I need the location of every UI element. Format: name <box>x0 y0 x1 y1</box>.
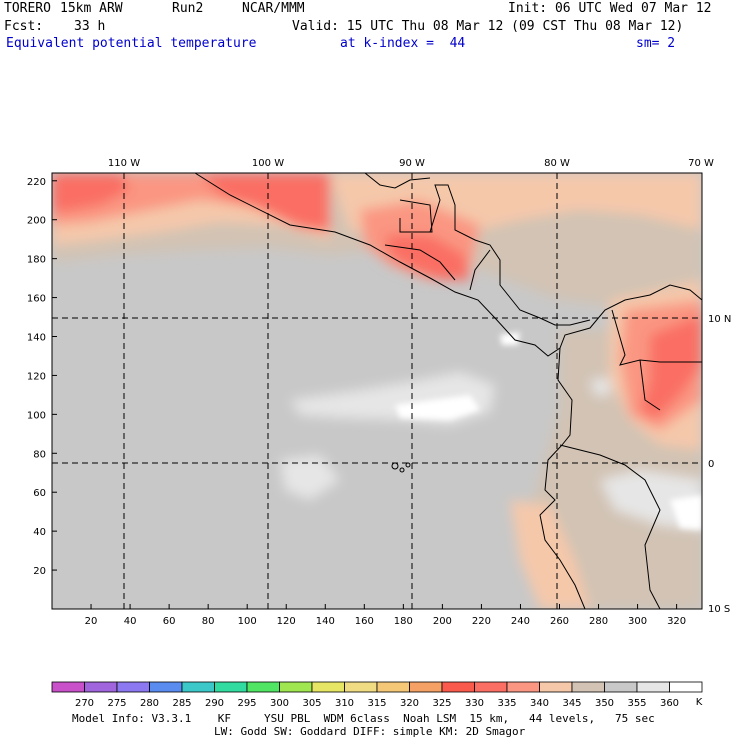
x-tick-label: 240 <box>511 616 530 627</box>
forecast-label: Fcst: <box>4 19 44 34</box>
physics-info: LW: Godd SW: Goddard DIFF: simple KM: 2D… <box>214 725 526 738</box>
x-tick-label: 20 <box>85 616 98 627</box>
y-tick-label: 40 <box>33 527 46 538</box>
colorbar-swatch <box>149 681 183 693</box>
colorbar-swatch <box>539 681 573 693</box>
colorbar-label: 270 <box>75 698 94 709</box>
model-org: NCAR/MMM <box>242 1 305 16</box>
colorbar-unit: K <box>696 697 703 708</box>
x-tick-label: 280 <box>589 616 608 627</box>
lon-label-110w: 110 W <box>108 158 140 169</box>
colorbar-label: 280 <box>140 698 159 709</box>
colorbar-label: 325 <box>432 698 451 709</box>
colorbar-label: 340 <box>530 698 549 709</box>
colorbar-label: 285 <box>172 698 191 709</box>
forecast-hour: 33 h <box>74 19 106 34</box>
lat-label-10n: 10 N <box>708 314 731 325</box>
plot-frame <box>51 172 703 610</box>
colorbar-label: 330 <box>465 698 484 709</box>
colorbar-label: 290 <box>205 698 224 709</box>
colorbar-label: 295 <box>237 698 256 709</box>
colorbar-swatch <box>181 681 215 693</box>
lon-label-90w: 90 W <box>399 158 425 169</box>
x-tick-label: 200 <box>433 616 452 627</box>
colorbar-swatch <box>344 681 378 693</box>
colorbar-label: 300 <box>270 698 289 709</box>
colorbar-swatch <box>246 681 280 693</box>
colorbar-label: 360 <box>660 698 679 709</box>
colorbar: 270 275 280 285 290 295 300 305 310 315 320 325 330 3… <box>51 681 703 709</box>
colorbar-swatch <box>214 681 248 693</box>
x-tick-label: 120 <box>277 616 296 627</box>
lon-label-80w: 80 W <box>544 158 570 169</box>
colorbar-swatch <box>571 681 605 693</box>
colorbar-swatch <box>441 681 475 693</box>
colorbar-label: 355 <box>627 698 646 709</box>
colorbar-label: 310 <box>335 698 354 709</box>
x-tick-label: 140 <box>316 616 335 627</box>
colorbar-swatch <box>636 681 670 693</box>
graticule <box>52 173 702 609</box>
colorbar-swatch <box>474 681 508 693</box>
y-tick-label: 80 <box>33 449 46 460</box>
valid-time: Valid: 15 UTC Thu 08 Mar 12 (09 CST Thu … <box>292 19 684 34</box>
lon-label-100w: 100 W <box>252 158 284 169</box>
colorbar-swatch <box>409 681 443 693</box>
colorbar-swatch <box>669 681 703 693</box>
theta-e-field <box>52 173 702 609</box>
colorbar-label: 320 <box>400 698 419 709</box>
model-resolution: 15km ARW <box>60 1 123 16</box>
colorbar-swatch <box>51 681 85 693</box>
model-name: TORERO <box>4 1 51 16</box>
y-tick-label: 200 <box>27 216 46 227</box>
y-tick-label: 120 <box>27 371 46 382</box>
colorbar-swatch <box>116 681 150 693</box>
coastlines <box>194 173 702 609</box>
x-tick-label: 80 <box>202 616 215 627</box>
level-index: at k-index = 44 <box>340 36 466 51</box>
colorbar-swatch <box>604 681 638 693</box>
x-tick-label: 160 <box>355 616 374 627</box>
y-tick-label: 140 <box>27 333 46 344</box>
colorbar-swatch <box>279 681 313 693</box>
colorbar-label: 345 <box>562 698 581 709</box>
lat-label-eq: 0 <box>708 459 714 470</box>
y-tick-label: 220 <box>27 177 46 188</box>
colorbar-label: 305 <box>302 698 321 709</box>
x-tick-label: 100 <box>238 616 257 627</box>
y-tick-label: 100 <box>27 410 46 421</box>
lon-label-70w: 70 W <box>688 158 714 169</box>
field-name: Equivalent potential temperature <box>6 36 257 51</box>
y-tick-label: 160 <box>27 294 46 305</box>
y-tick-label: 180 <box>27 255 46 266</box>
model-run: Run2 <box>172 1 204 16</box>
colorbar-label: 350 <box>595 698 614 709</box>
y-axis: 20 40 60 80 100 120 140 160 180 200 220 <box>27 177 57 577</box>
lat-label-10s: 10 S <box>708 604 730 615</box>
colorbar-label: 335 <box>497 698 516 709</box>
colorbar-swatch <box>84 681 118 693</box>
x-tick-label: 260 <box>550 616 569 627</box>
colorbar-swatch <box>506 681 540 693</box>
colorbar-swatch <box>376 681 410 693</box>
colorbar-label: 275 <box>107 698 126 709</box>
x-tick-label: 60 <box>163 616 176 627</box>
x-tick-label: 300 <box>628 616 647 627</box>
x-tick-label: 320 <box>667 616 686 627</box>
y-tick-label: 60 <box>33 488 46 499</box>
x-axis: 20 40 60 80 100 120 140 160 180 200 220 240 260 280 30… <box>85 604 686 627</box>
x-tick-label: 40 <box>124 616 137 627</box>
model-info: Model Info: V3.3.1 KF YSU PBL WDM 6class… <box>72 712 655 725</box>
colorbar-swatch <box>311 681 345 693</box>
x-tick-label: 220 <box>472 616 491 627</box>
y-tick-label: 20 <box>33 566 46 577</box>
x-tick-label: 180 <box>394 616 413 627</box>
smoothing: sm= 2 <box>636 36 676 51</box>
colorbar-label: 315 <box>367 698 386 709</box>
init-time: Init: 06 UTC Wed 07 Mar 12 <box>508 1 712 16</box>
